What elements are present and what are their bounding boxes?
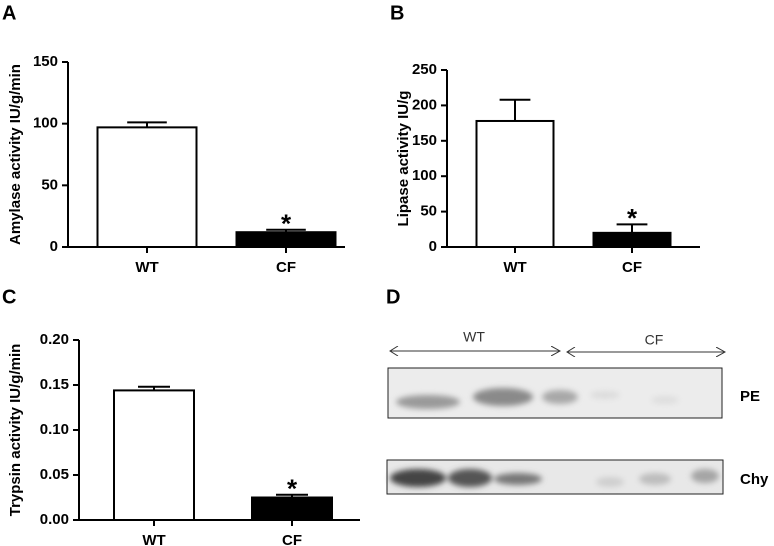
bar <box>592 231 672 248</box>
significance-marker: * <box>287 474 298 504</box>
group-label: WT <box>463 329 485 345</box>
blot-panel: D WT CF PE Chy <box>386 286 769 495</box>
y-axis-label: Trypsin activity IU/g/min <box>7 344 24 517</box>
y-tick-label: 0 <box>429 238 437 255</box>
bar <box>475 119 555 248</box>
y-tick-label: 100 <box>33 115 58 132</box>
bar <box>96 126 198 248</box>
y-tick-label: 0.15 <box>40 376 69 393</box>
y-axis-label: Lipase activity IU/g <box>395 91 412 227</box>
y-tick-label: 0.10 <box>40 421 69 438</box>
y-tick-label: 150 <box>33 53 58 70</box>
y-tick-label: 0 <box>50 238 58 255</box>
x-tick-label: CF <box>276 259 296 276</box>
panel-letter: C <box>2 286 16 308</box>
y-tick-label: 250 <box>412 61 437 78</box>
y-tick-label: 200 <box>412 96 437 113</box>
y-tick-label: 50 <box>41 176 58 193</box>
significance-marker: * <box>627 203 638 233</box>
x-tick-label: WT <box>135 259 158 276</box>
y-tick-label: 100 <box>412 167 437 184</box>
panel-letter: B <box>390 2 404 24</box>
x-tick-label: WT <box>142 532 165 546</box>
blot-bands <box>390 469 719 487</box>
x-tick-label: WT <box>503 259 526 276</box>
y-tick-label: 50 <box>420 203 437 220</box>
significance-marker: * <box>281 209 292 239</box>
band-label: PE <box>740 388 760 405</box>
bar <box>113 389 195 521</box>
blot-bands <box>396 388 679 409</box>
y-tick-label: 0.20 <box>40 331 69 348</box>
x-tick-label: CF <box>622 259 642 276</box>
y-tick-label: 0.05 <box>40 466 69 483</box>
y-tick-label: 0.00 <box>40 511 69 528</box>
y-axis-label: Amylase activity IU/g/min <box>7 64 24 245</box>
panel-letter: D <box>386 286 400 308</box>
x-tick-label: CF <box>282 532 302 546</box>
band-label: Chy <box>740 471 769 488</box>
panel-letter: A <box>2 2 16 24</box>
group-label: CF <box>645 332 664 348</box>
y-tick-label: 150 <box>412 132 437 149</box>
